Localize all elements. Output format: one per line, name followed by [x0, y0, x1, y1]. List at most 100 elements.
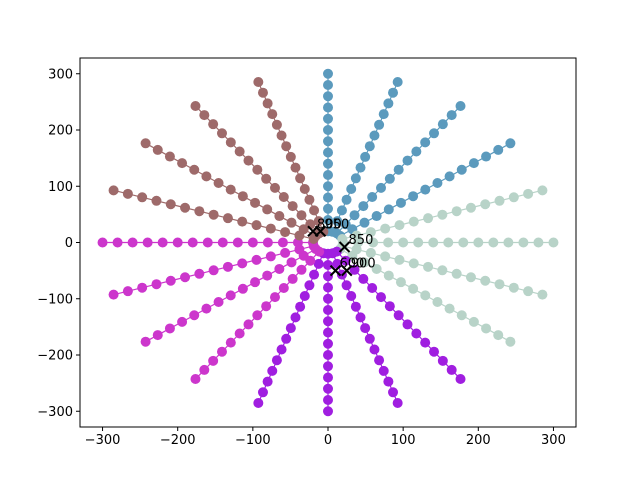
- data-point: [444, 171, 455, 182]
- data-point: [369, 344, 380, 355]
- data-point: [341, 280, 352, 291]
- data-point: [208, 265, 219, 276]
- data-point: [346, 184, 357, 195]
- data-point: [261, 301, 272, 312]
- data-point: [243, 155, 254, 166]
- data-point: [304, 194, 315, 205]
- data-point: [376, 182, 387, 193]
- data-point: [369, 130, 380, 141]
- data-point: [323, 68, 333, 79]
- data-point: [299, 184, 310, 195]
- data-point: [408, 258, 419, 269]
- data-point: [286, 217, 297, 228]
- data-point: [157, 237, 168, 248]
- data-point: [280, 227, 291, 238]
- y-tick-label: 300: [48, 67, 73, 82]
- data-point: [232, 237, 243, 248]
- data-point: [323, 203, 333, 214]
- data-point: [250, 277, 261, 288]
- data-point: [295, 173, 306, 184]
- data-point: [323, 282, 333, 293]
- data-point: [523, 286, 534, 297]
- y-tick-label: 0: [65, 236, 73, 251]
- data-point: [493, 330, 504, 341]
- data-point: [374, 355, 385, 366]
- data-point: [443, 237, 454, 248]
- data-point: [332, 216, 343, 227]
- data-point: [341, 194, 352, 205]
- data-point: [225, 184, 236, 195]
- data-point: [257, 387, 268, 398]
- data-point: [420, 290, 431, 301]
- data-point: [276, 130, 287, 141]
- data-point: [250, 197, 261, 208]
- data-point: [261, 173, 272, 184]
- data-point: [365, 247, 376, 258]
- data-point: [444, 303, 455, 314]
- data-point: [480, 275, 491, 286]
- data-point: [323, 293, 333, 304]
- data-point: [251, 254, 262, 265]
- data-point: [408, 191, 419, 202]
- data-point: [355, 162, 366, 173]
- y-tick-label: −100: [37, 292, 73, 307]
- data-point: [323, 271, 333, 282]
- data-point: [309, 269, 320, 280]
- annotation-marker: [314, 225, 327, 237]
- data-point: [437, 355, 448, 366]
- data-point: [225, 137, 236, 148]
- data-point: [234, 328, 245, 339]
- data-point: [408, 283, 419, 294]
- data-point: [388, 387, 399, 398]
- data-point: [494, 195, 505, 206]
- data-point: [383, 237, 394, 248]
- data-point: [318, 226, 329, 237]
- data-point: [437, 209, 448, 220]
- data-point: [323, 260, 333, 270]
- data-point: [378, 365, 389, 376]
- data-point: [323, 91, 333, 102]
- data-point: [383, 98, 394, 109]
- data-point: [152, 144, 163, 155]
- data-point: [201, 171, 212, 182]
- data-point: [222, 261, 233, 272]
- data-point: [384, 173, 395, 184]
- data-point: [323, 192, 333, 203]
- data-point: [411, 146, 422, 157]
- data-point: [367, 283, 378, 294]
- data-point: [548, 237, 559, 248]
- data-point: [97, 237, 108, 248]
- data-point: [455, 100, 466, 111]
- data-point: [222, 213, 233, 224]
- data-point: [180, 272, 191, 283]
- y-tick-label: −200: [37, 349, 73, 364]
- data-point: [216, 128, 227, 139]
- annotation-label: 950: [324, 217, 349, 232]
- data-point: [177, 316, 188, 327]
- data-point: [277, 237, 288, 248]
- data-point: [350, 301, 361, 312]
- data-point: [313, 216, 324, 227]
- data-point: [290, 162, 301, 173]
- data-point: [286, 257, 297, 268]
- data-point: [252, 310, 263, 321]
- data-point: [383, 204, 394, 215]
- data-point: [323, 80, 333, 90]
- data-point: [465, 272, 476, 283]
- data-point: [127, 237, 138, 248]
- x-tick-label: 200: [466, 433, 491, 448]
- data-point: [458, 237, 469, 248]
- data-point: [323, 361, 333, 372]
- data-point: [468, 316, 479, 327]
- data-point: [137, 192, 148, 203]
- data-point: [225, 337, 236, 348]
- data-point: [108, 185, 119, 196]
- data-point: [420, 337, 431, 348]
- data-point: [323, 383, 333, 394]
- data-point: [395, 277, 406, 288]
- data-point: [323, 113, 333, 124]
- data-point: [378, 109, 389, 120]
- data-point: [349, 264, 360, 275]
- data-point: [355, 312, 366, 323]
